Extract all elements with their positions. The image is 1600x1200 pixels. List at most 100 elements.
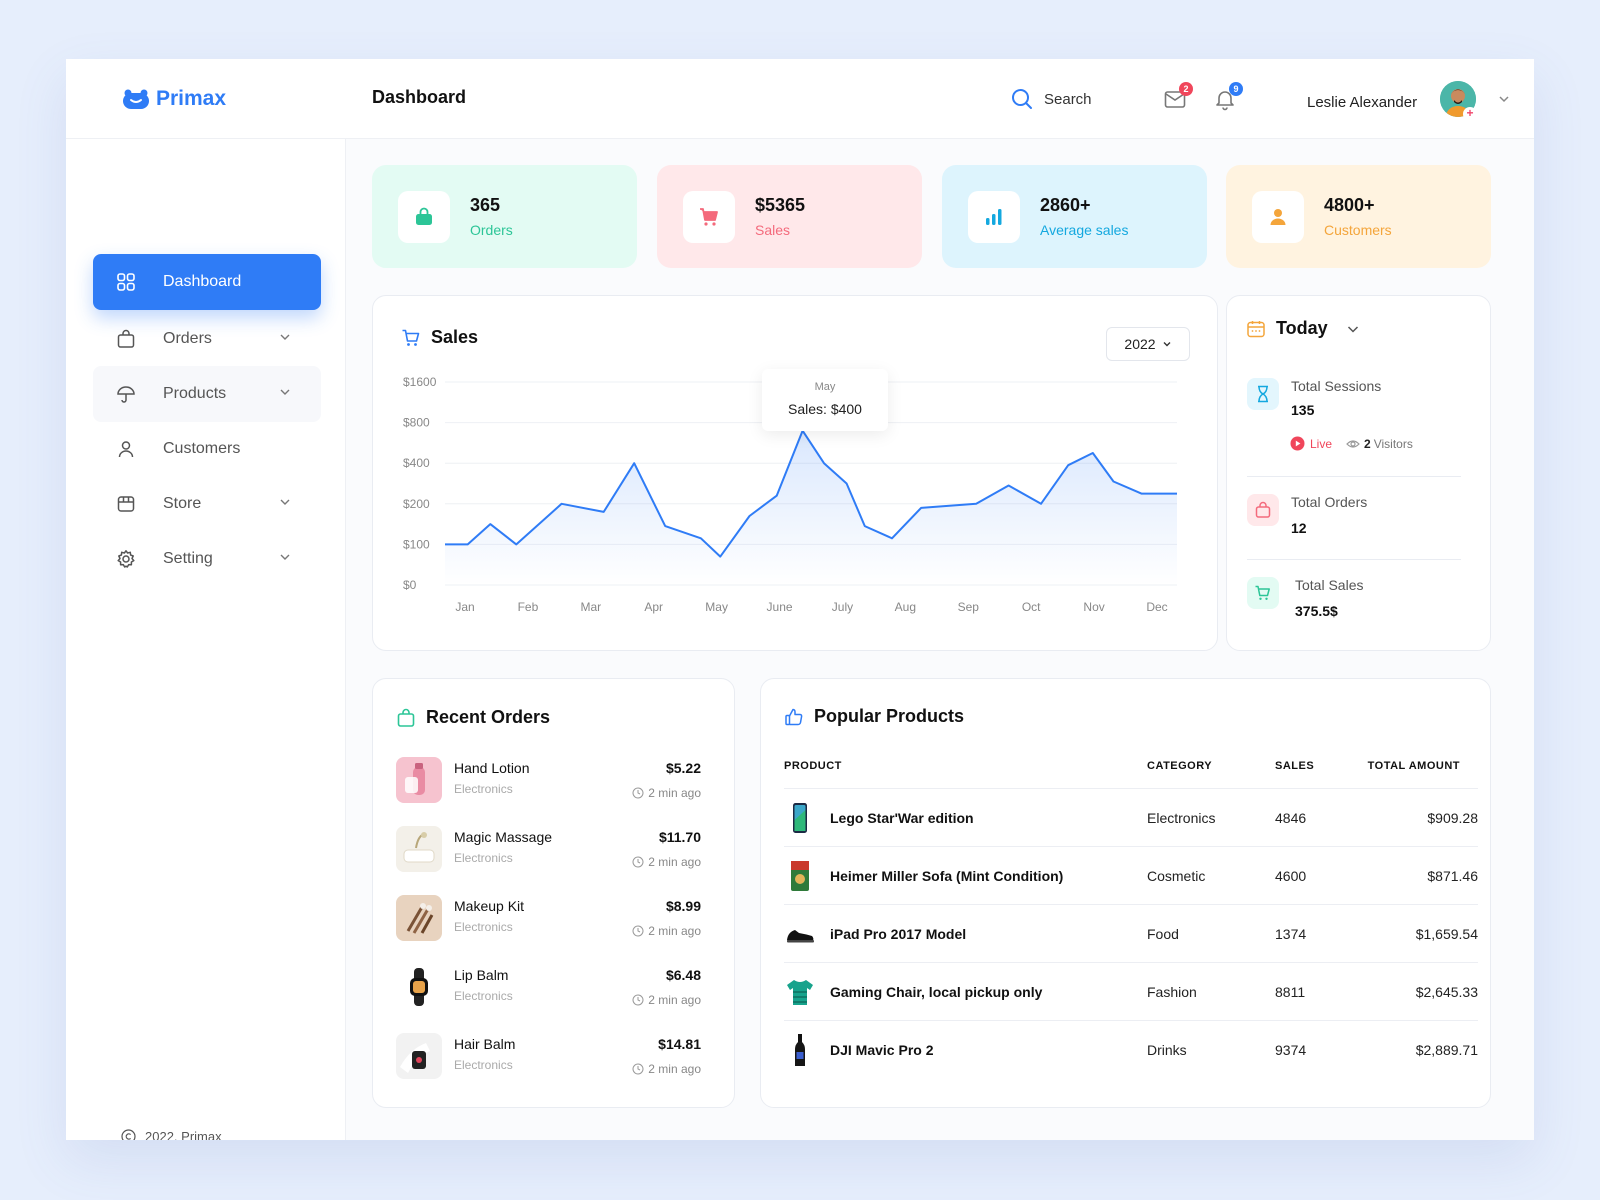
product-thumbnail: [396, 964, 442, 1010]
list-item[interactable]: Magic Massage Electronics $11.70 2 min a…: [396, 826, 701, 874]
table-row[interactable]: iPad Pro 2017 Model Food 1374 $1,659.54: [784, 904, 1478, 962]
search-label: Search: [1044, 90, 1092, 108]
stat-card-average-sales[interactable]: 2860+ Average sales: [942, 165, 1207, 268]
sidebar-item-setting[interactable]: Setting: [93, 531, 321, 587]
sidebar-item-dashboard[interactable]: Dashboard: [93, 254, 321, 310]
popular-products-title-text: Popular Products: [814, 706, 965, 726]
product-thumbnail: [396, 826, 442, 872]
total-sales: Total Sales 375.5$: [1247, 577, 1363, 619]
sidebar: Dashboard Orders Products: [66, 139, 346, 1140]
order-time-text: 2 min ago: [648, 1062, 701, 1076]
column-header-product[interactable]: PRODUCT: [784, 760, 842, 772]
live-status: Live 2 Visitors: [1290, 436, 1413, 451]
stat-card-customers[interactable]: 4800+ Customers: [1226, 165, 1491, 268]
product-amount: $909.28: [1427, 810, 1478, 826]
sidebar-item-label: Dashboard: [163, 273, 242, 290]
popular-products-panel: Popular Products PRODUCT CATEGORY SALES …: [760, 678, 1491, 1108]
sessions-value: 135: [1291, 402, 1315, 418]
x-tick-label: Dec: [1146, 600, 1167, 614]
column-header-total-amount[interactable]: TOTAL AMOUNT: [1367, 760, 1460, 772]
copyright-text: 2022. Primax: [145, 1129, 222, 1140]
product-category: Cosmetic: [1147, 868, 1206, 884]
orders-value: 12: [1291, 520, 1307, 536]
product-name: Gaming Chair, local pickup only: [830, 984, 1043, 1000]
list-item[interactable]: Hair Balm Electronics $14.81 2 min ago: [396, 1033, 701, 1081]
stat-label: Average sales: [1040, 222, 1129, 238]
stat-icon-box: [1252, 190, 1304, 243]
avatar-add-icon[interactable]: +: [1463, 107, 1477, 121]
y-tick-label: $100: [403, 537, 430, 551]
order-price: $6.48: [665, 967, 701, 983]
total-orders: Total Orders 12: [1247, 494, 1367, 536]
grid-icon: [115, 271, 137, 293]
logo-icon: [123, 89, 149, 109]
product-category: Food: [1147, 926, 1179, 942]
sidebar-item-orders[interactable]: Orders: [93, 311, 321, 367]
sales-chart: $1600 $800 $400 $200 $100 $0 Jan Feb Mar Apr May J…: [403, 375, 1177, 614]
shoe-thumbnail: [784, 917, 816, 951]
page-title: Dashboard: [372, 87, 467, 107]
search-icon: [1012, 89, 1032, 109]
chevron-down-icon: [280, 554, 290, 560]
year-value: 2022: [1124, 336, 1156, 352]
chart-tooltip: May Sales: $400: [762, 369, 888, 431]
tooltip-value: Sales: $400: [788, 401, 862, 417]
order-time-text: 2 min ago: [648, 855, 701, 869]
stat-card-sales[interactable]: $5365 Sales: [657, 165, 922, 268]
search-button[interactable]: Search: [1010, 87, 1092, 111]
table-row[interactable]: Lego Star'War edition Electronics 4846 $…: [784, 788, 1478, 846]
column-header-sales[interactable]: SALES: [1275, 760, 1315, 772]
live-label: Live: [1310, 436, 1333, 451]
x-tick-label: May: [705, 600, 728, 614]
shopping-bag-icon: [115, 328, 137, 350]
list-item[interactable]: Lip Balm Electronics $6.48 2 min ago: [396, 964, 701, 1012]
today-dropdown[interactable]: Today: [1246, 318, 1360, 339]
x-tick-label: Nov: [1083, 600, 1104, 614]
product-amount: $2,889.71: [1415, 1042, 1478, 1058]
stat-card-orders[interactable]: 365 Orders: [372, 165, 637, 268]
x-tick-label: Feb: [518, 600, 539, 614]
tshirt-thumbnail: [784, 975, 816, 1009]
chevron-down-icon[interactable]: [1498, 93, 1510, 105]
logo[interactable]: Primax: [122, 87, 226, 111]
sidebar-item-label: Products: [163, 385, 227, 402]
clock-icon: [632, 994, 644, 1006]
column-header-category[interactable]: CATEGORY: [1147, 760, 1213, 772]
hourglass-icon: [1247, 378, 1279, 410]
y-tick-label: $400: [403, 456, 430, 470]
notification-button[interactable]: 9: [1213, 82, 1243, 113]
x-tick-label: Mar: [580, 600, 601, 614]
stat-icon-box: [683, 190, 735, 243]
table-row[interactable]: Gaming Chair, local pickup only Fashion …: [784, 962, 1478, 1020]
stat-label: Customers: [1324, 222, 1392, 238]
mail-button[interactable]: 2: [1163, 82, 1193, 113]
list-item[interactable]: Hand Lotion Electronics $5.22 2 min ago: [396, 757, 701, 805]
user-name[interactable]: Leslie Alexander: [1307, 94, 1418, 111]
product-name: iPad Pro 2017 Model: [830, 926, 967, 942]
sales-panel-title: Sales: [401, 327, 478, 348]
sidebar-item-products[interactable]: Products: [93, 366, 321, 422]
sidebar-item-customers[interactable]: Customers: [93, 421, 321, 477]
chevron-down-icon: [1163, 342, 1171, 347]
y-tick-label: $200: [403, 497, 430, 511]
cart-icon: [1247, 577, 1279, 609]
table-row[interactable]: DJI Mavic Pro 2 Drinks 9374 $2,889.71: [784, 1020, 1478, 1078]
chevron-down-icon: [280, 334, 290, 340]
product-name: Heimer Miller Sofa (Mint Condition): [830, 868, 1064, 884]
sidebar-item-store[interactable]: Store: [93, 476, 321, 532]
order-category: Electronics: [454, 851, 513, 865]
product-sales: 1374: [1275, 926, 1307, 942]
today-panel: Today Total Sessions 135 Live: [1226, 295, 1491, 651]
tooltip-month: May: [814, 381, 836, 393]
clock-icon: [632, 856, 644, 868]
y-tick-label: $800: [403, 416, 430, 430]
table-row[interactable]: Heimer Miller Sofa (Mint Condition) Cosm…: [784, 846, 1478, 904]
list-item[interactable]: Makeup Kit Electronics $8.99 2 min ago: [396, 895, 701, 943]
year-select[interactable]: 2022: [1106, 327, 1190, 361]
today-title: Today: [1276, 318, 1328, 338]
copyright-icon: [121, 1129, 136, 1140]
stat-value: $5365: [755, 195, 806, 215]
calendar-icon: [1247, 320, 1265, 337]
order-time-text: 2 min ago: [648, 786, 701, 800]
shopping-bag-icon: [397, 708, 415, 727]
